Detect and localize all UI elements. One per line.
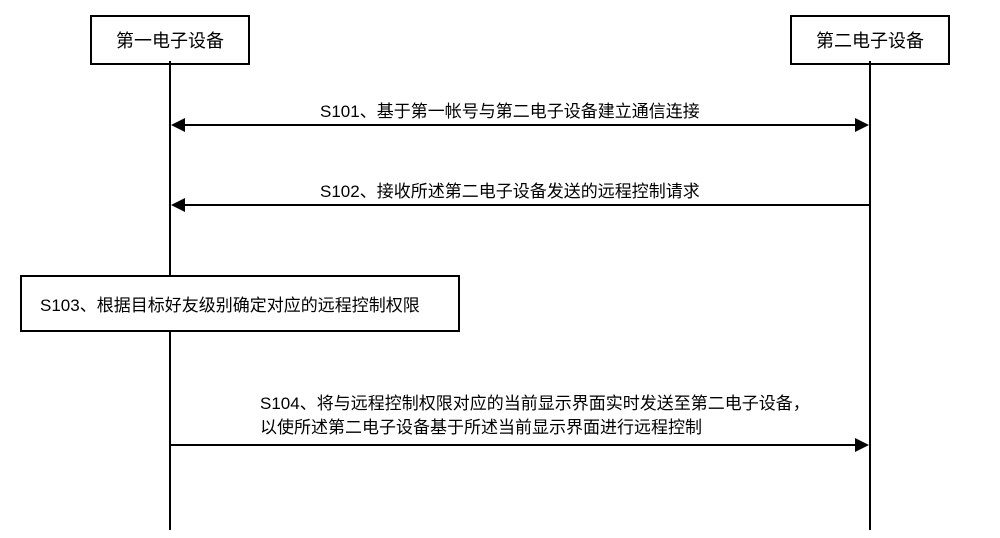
msg-s102-label: S102、接收所述第二电子设备发送的远程控制请求 [320,180,700,204]
participant-right-label: 第二电子设备 [816,31,924,51]
participant-right: 第二电子设备 [790,15,950,65]
msg-s101-label: S101、基于第一帐号与第二电子设备建立通信连接 [320,100,700,124]
msg-s102-line [184,204,869,206]
msg-s101-line [184,124,856,126]
msg-s104-line [171,444,856,446]
action-s103: S103、根据目标好友级别确定对应的远程控制权限 [20,275,460,332]
msg-s101-arrow-right [855,118,869,132]
msg-s104-label: S104、将与远程控制权限对应的当前显示界面实时发送至第二电子设备， 以使所述第… [260,392,810,440]
msg-s102-arrow-left [171,198,185,212]
participant-left: 第一电子设备 [90,15,250,65]
msg-s104-arrow-right [855,438,869,452]
action-s103-label: S103、根据目标好友级别确定对应的远程控制权限 [40,296,420,315]
participant-left-label: 第一电子设备 [116,31,224,51]
lifeline-right [869,61,871,530]
msg-s101-arrow-left [171,118,185,132]
